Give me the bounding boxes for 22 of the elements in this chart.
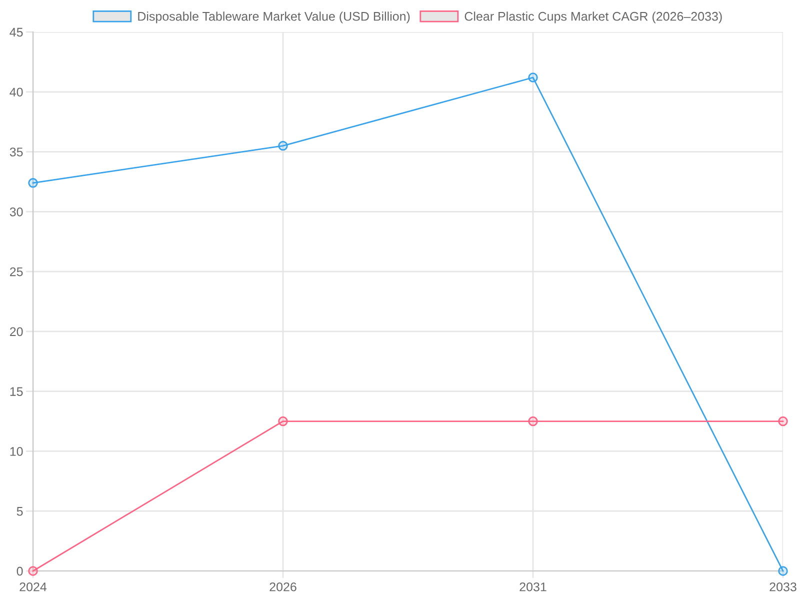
y-tick-label: 0 bbox=[16, 566, 23, 576]
y-tick-label: 5 bbox=[16, 507, 23, 516]
x-tick-label: 2031 bbox=[520, 582, 546, 592]
point bbox=[278, 140, 288, 151]
legend-label: Clear Plastic Cups Market CAGR (2026–2033) bbox=[464, 12, 722, 24]
x-tick-label: 2024 bbox=[20, 582, 47, 592]
point bbox=[528, 416, 538, 426]
point bbox=[528, 72, 538, 82]
y-tick-label: 15 bbox=[10, 387, 23, 396]
point bbox=[278, 416, 288, 426]
legend-label: Disposable Tableware Market Value (USD Billion) bbox=[138, 12, 410, 24]
y-tick-label: 40 bbox=[10, 88, 23, 97]
x-tick-label: 2033 bbox=[770, 582, 796, 592]
point bbox=[778, 416, 788, 426]
y-tick-label: 30 bbox=[10, 207, 23, 216]
y-tick-label: 45 bbox=[10, 28, 23, 37]
y-tick-label: 35 bbox=[10, 148, 23, 156]
point bbox=[28, 178, 38, 188]
y-tick-label: 25 bbox=[10, 267, 23, 276]
y-tick-label: 10 bbox=[10, 447, 23, 456]
x-tick-label: 2026 bbox=[270, 582, 296, 592]
y-tick-label: 20 bbox=[10, 327, 23, 336]
